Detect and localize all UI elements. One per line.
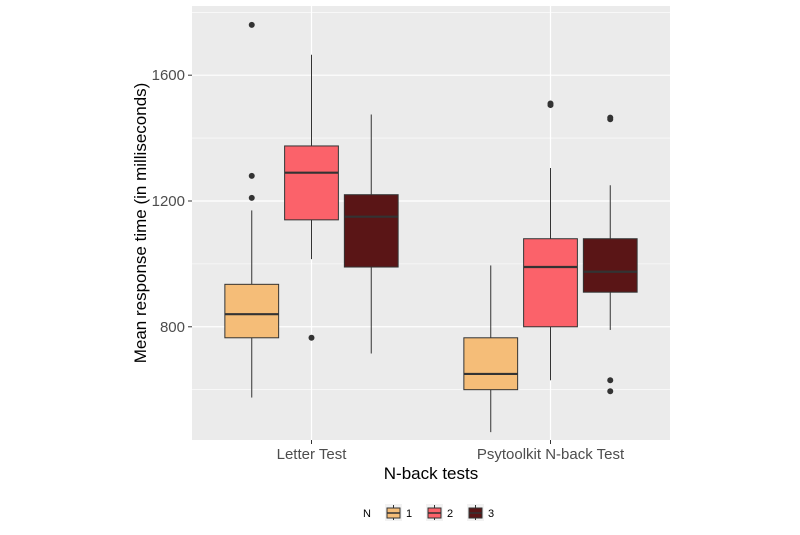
legend-item-1: 1 (385, 504, 412, 521)
x-axis-ticks: Letter Test Psytoolkit N-back Test (277, 440, 625, 463)
plot-panel (192, 6, 670, 440)
legend: N 1 2 3 (363, 504, 494, 521)
box-iqr (343, 194, 399, 268)
y-tick-label: 1200 (152, 193, 185, 210)
legend-item-2: 2 (426, 504, 453, 521)
box-1-letter-test (224, 21, 280, 398)
box-2-psytoolkit (523, 100, 578, 381)
box-1-psytoolkit (463, 265, 519, 433)
box-iqr (582, 238, 638, 293)
box-iqr (523, 238, 578, 328)
outlier-point (248, 194, 255, 201)
legend-label: 1 (406, 508, 412, 520)
legend-label: 2 (447, 508, 453, 520)
outlier-point (607, 377, 614, 384)
legend-label: 3 (488, 508, 494, 520)
x-axis-title: N-back tests (384, 464, 478, 483)
box-iqr (224, 283, 280, 339)
x-tick-label: Letter Test (277, 446, 348, 463)
outlier-point (607, 388, 614, 395)
box-iqr (284, 145, 339, 221)
boxes-layer (224, 21, 638, 433)
y-axis-ticks: 800 1200 1600 (152, 67, 192, 336)
legend-title: N (363, 508, 371, 520)
box-iqr (463, 337, 519, 391)
outlier-point (308, 334, 315, 341)
box-3-letter-test (343, 114, 399, 354)
y-axis-title: Mean response time (in milliseconds) (131, 83, 150, 364)
y-tick-label: 1600 (152, 67, 185, 84)
legend-item-3: 3 (467, 504, 494, 521)
x-tick-label: Psytoolkit N-back Test (477, 446, 625, 463)
box-3-psytoolkit (582, 114, 638, 395)
box-2-letter-test (284, 54, 339, 341)
outlier-point (248, 21, 255, 28)
y-tick-label: 800 (160, 319, 185, 336)
outlier-point (547, 100, 554, 107)
outlier-point (248, 172, 255, 179)
outlier-point (607, 114, 614, 121)
